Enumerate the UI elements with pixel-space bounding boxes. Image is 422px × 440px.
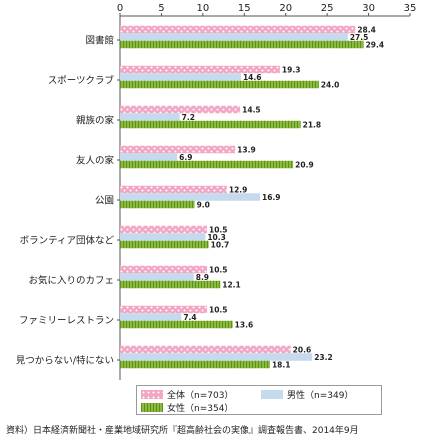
category-label: 友人の家 bbox=[76, 155, 115, 167]
bar-male bbox=[120, 73, 241, 81]
bar-male bbox=[120, 233, 206, 241]
bar-female bbox=[120, 200, 195, 209]
bar-value-label: 7.4 bbox=[183, 313, 196, 322]
bar-value-label: 23.2 bbox=[314, 353, 333, 362]
legend-swatch-male bbox=[261, 390, 283, 399]
category-label: ファミリーレストラン bbox=[19, 316, 114, 327]
x-tick-label: 10 bbox=[196, 3, 209, 14]
bar-all bbox=[120, 345, 291, 354]
bar-male bbox=[120, 273, 194, 281]
category-label: 見つからない/特にない bbox=[16, 355, 114, 367]
bar-value-label: 20.6 bbox=[293, 345, 312, 354]
bar-value-label: 21.8 bbox=[303, 120, 322, 129]
source-note: 資料）日本経済新聞社・産業地域研究所『超高齢社会の実像』調査報告書、2014年9… bbox=[6, 426, 359, 436]
category-label: ボランティア団体など bbox=[20, 235, 115, 247]
bar-value-label: 10.5 bbox=[209, 265, 228, 274]
category-label: スポーツクラブ bbox=[48, 75, 115, 87]
x-tick-label: 0 bbox=[117, 3, 123, 14]
bar-value-label: 7.2 bbox=[182, 113, 195, 122]
bar-all bbox=[120, 145, 236, 154]
bar-value-label: 18.1 bbox=[272, 360, 291, 369]
bar-all bbox=[120, 65, 280, 74]
bar-female bbox=[120, 40, 364, 49]
bar-female bbox=[120, 240, 209, 249]
x-tick-label: 35 bbox=[404, 3, 417, 14]
bar-value-label: 27.5 bbox=[350, 33, 369, 42]
bar-female bbox=[120, 320, 233, 329]
bar-value-label: 29.4 bbox=[366, 40, 385, 49]
bar-male bbox=[120, 33, 348, 41]
bar-all bbox=[120, 225, 207, 234]
bar-value-label: 10.5 bbox=[209, 225, 228, 234]
bar-value-label: 8.9 bbox=[196, 273, 209, 282]
bar-value-label: 14.6 bbox=[243, 73, 262, 82]
bar-value-label: 12.9 bbox=[229, 185, 248, 194]
legend-swatch-all bbox=[141, 390, 163, 399]
bar-value-label: 6.9 bbox=[179, 153, 192, 162]
legend-swatch-female bbox=[141, 403, 163, 412]
bar-value-label: 10.7 bbox=[211, 240, 230, 249]
bar-value-label: 19.3 bbox=[282, 65, 301, 74]
bar-male bbox=[120, 113, 180, 121]
bar-value-label: 16.9 bbox=[262, 193, 281, 202]
bar-value-label: 10.3 bbox=[207, 233, 226, 242]
bar-all bbox=[120, 305, 207, 314]
bar-value-label: 10.5 bbox=[209, 305, 228, 314]
category-label: 公園 bbox=[95, 196, 114, 207]
category-label: お気に入りのカフェ bbox=[28, 275, 114, 287]
category-label: 親族の家 bbox=[76, 115, 115, 127]
bar-value-label: 24.0 bbox=[321, 80, 340, 89]
bar-value-label: 13.6 bbox=[235, 320, 254, 329]
bar-female bbox=[120, 120, 301, 129]
bar-male bbox=[120, 313, 182, 321]
legend-label-male: 男性（n=349） bbox=[287, 391, 354, 401]
bar-value-label: 14.5 bbox=[242, 105, 261, 114]
bar-female bbox=[120, 280, 221, 289]
legend-item-female: 女性（n=354） bbox=[141, 401, 233, 414]
x-tick-label: 15 bbox=[238, 3, 251, 14]
bar-male bbox=[120, 153, 178, 161]
bar-all bbox=[120, 25, 356, 34]
bar-value-label: 12.1 bbox=[222, 280, 241, 289]
legend: 全体（n=703） 男性（n=349） 女性（n=354） bbox=[136, 385, 382, 415]
bar-value-label: 9.0 bbox=[197, 200, 210, 209]
bar-value-label: 20.9 bbox=[295, 160, 314, 169]
category-label: 図書館 bbox=[85, 35, 114, 47]
bar-all bbox=[120, 265, 207, 274]
legend-label-all: 全体（n=703） bbox=[167, 391, 234, 401]
bar-male bbox=[120, 353, 313, 361]
category-labels: 図書館スポーツクラブ親族の家友人の家公園ボランティア団体などお気に入りのカフェフ… bbox=[16, 35, 120, 367]
x-tick-label: 5 bbox=[158, 3, 164, 14]
x-tick-label: 25 bbox=[321, 3, 334, 14]
bar-value-label: 13.9 bbox=[237, 145, 256, 154]
legend-item-all: 全体（n=703） bbox=[141, 388, 233, 401]
bars: 28.427.529.4 19.3 14.6 24.0 14.5 7.2 21.8 13.9 6… bbox=[120, 25, 384, 369]
bar-all bbox=[120, 185, 227, 194]
legend-item-male: 男性（n=349） bbox=[261, 388, 353, 401]
legend-label-female: 女性（n=354） bbox=[167, 404, 234, 414]
bar-female bbox=[120, 360, 270, 369]
x-tick-label: 30 bbox=[362, 3, 375, 14]
bar-female bbox=[120, 160, 294, 169]
bar-male bbox=[120, 193, 261, 201]
bar-value-label: 28.4 bbox=[357, 25, 376, 34]
bar-all bbox=[120, 105, 241, 114]
x-tick-label: 20 bbox=[279, 3, 292, 14]
bar-female bbox=[120, 80, 319, 89]
